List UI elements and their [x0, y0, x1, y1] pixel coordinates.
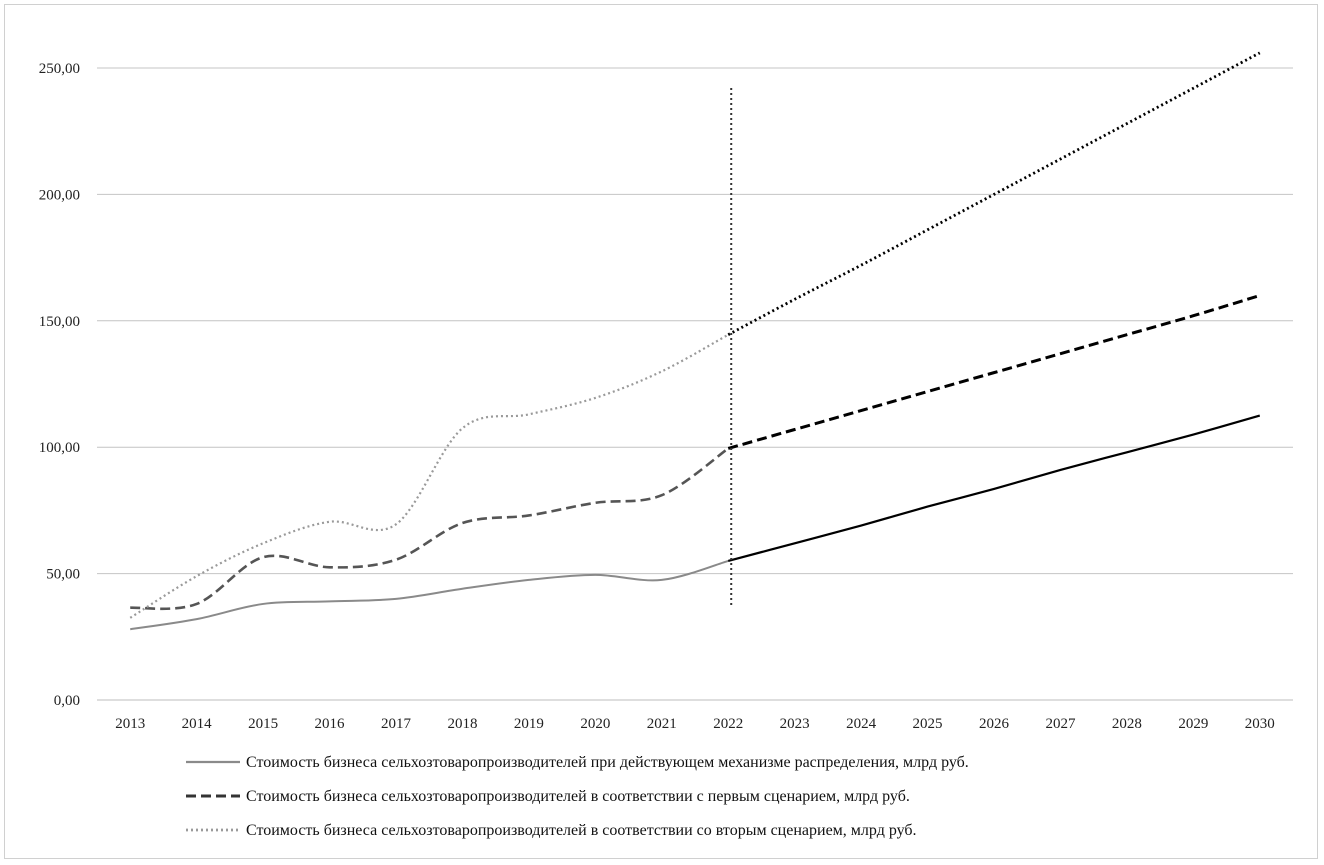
x-tick-label: 2015	[248, 716, 278, 732]
x-axis-ticks: 2013 2014 2015 2016 2017 2018 2019 2020 2021 2022…	[115, 716, 1275, 732]
chart-frame	[4, 4, 1318, 859]
x-tick-label: 2014	[182, 716, 213, 732]
x-tick-label: 2030	[1245, 716, 1275, 732]
x-tick-label: 2028	[1112, 716, 1142, 732]
legend-label: Стоимость бизнеса сельхозтоваропроизводи…	[246, 788, 910, 805]
y-tick-label: 200,00	[39, 187, 80, 203]
series-line-forecast	[727, 294, 1261, 450]
x-tick-label: 2020	[580, 716, 610, 732]
legend: Стоимость бизнеса сельхозтоваропроизводи…	[186, 754, 969, 839]
x-tick-label: 2021	[647, 716, 677, 732]
x-tick-label: 2029	[1178, 716, 1208, 732]
series-line-forecast	[727, 414, 1261, 563]
series-line-forecast	[727, 51, 1261, 336]
series-line-historical	[130, 559, 729, 631]
series-lines	[129, 51, 1261, 631]
x-tick-label: 2023	[780, 716, 810, 732]
series-line-historical	[129, 333, 729, 619]
series-line-historical	[130, 447, 729, 611]
gridlines	[97, 67, 1293, 701]
x-tick-label: 2013	[115, 716, 145, 732]
x-tick-label: 2026	[979, 716, 1010, 732]
x-tick-label: 2022	[713, 716, 743, 732]
y-tick-label: 50,00	[46, 567, 80, 583]
x-tick-label: 2027	[1045, 716, 1076, 732]
y-tick-label: 100,00	[39, 440, 80, 456]
x-tick-label: 2017	[381, 716, 412, 732]
y-axis-ticks: 0,00 50,00 100,00 150,00 200,00 250,00	[39, 61, 80, 709]
x-tick-label: 2018	[447, 716, 477, 732]
x-tick-label: 2016	[315, 716, 346, 732]
legend-label: Стоимость бизнеса сельхозтоваропроизводи…	[246, 754, 969, 771]
y-tick-label: 150,00	[39, 314, 80, 330]
legend-label: Стоимость бизнеса сельхозтоваропроизводи…	[246, 822, 917, 839]
x-tick-label: 2024	[846, 716, 877, 732]
y-tick-label: 0,00	[54, 693, 80, 709]
y-tick-label: 250,00	[39, 61, 80, 77]
x-tick-label: 2025	[913, 716, 943, 732]
x-tick-label: 2019	[514, 716, 544, 732]
